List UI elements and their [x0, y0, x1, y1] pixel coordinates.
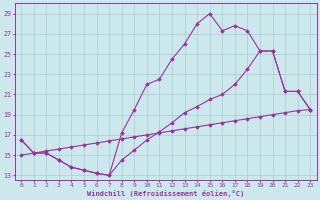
X-axis label: Windchill (Refroidissement éolien,°C): Windchill (Refroidissement éolien,°C)	[87, 190, 244, 197]
